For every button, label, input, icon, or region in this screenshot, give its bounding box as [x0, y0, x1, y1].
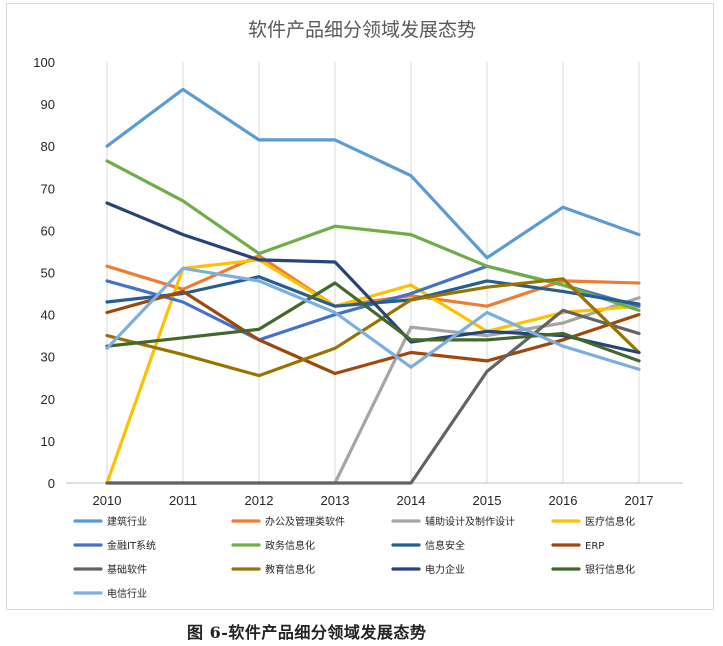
y-tick-label: 100 [33, 55, 55, 70]
y-tick-label: 90 [41, 97, 55, 112]
legend-label: 电信行业 [107, 587, 147, 600]
legend-item: 银行信息化 [551, 563, 635, 576]
y-axis: 0 10 20 30 40 50 60 70 80 90 100 [33, 55, 55, 491]
y-tick-label: 70 [41, 181, 55, 196]
y-tick-label: 50 [41, 266, 55, 281]
series-line-9 [105, 277, 641, 378]
x-tick-label: 2010 [93, 493, 122, 508]
series-line-7 [105, 289, 641, 376]
legend-item: 电力企业 [391, 563, 465, 576]
legend-label: 基础软件 [107, 563, 147, 576]
legend-label: 政务信息化 [265, 539, 315, 552]
series-line-12 [105, 266, 641, 371]
series-line-0 [105, 87, 641, 260]
legend-label: 教育信息化 [265, 563, 315, 576]
series-line-3 [105, 258, 641, 485]
x-tick-label: 2014 [397, 493, 426, 508]
x-tick-label: 2016 [549, 493, 578, 508]
x-axis: 2010 2011 2012 2013 2014 2015 2016 2017 [66, 482, 683, 508]
legend-item: 医疗信息化 [551, 515, 635, 528]
series-lines [105, 87, 641, 485]
y-tick-label: 60 [41, 223, 55, 238]
legend-label: 办公及管理类软件 [265, 515, 345, 528]
legend-label: 电力企业 [425, 563, 465, 576]
legend-label: 医疗信息化 [585, 515, 635, 528]
series-line-1 [105, 254, 641, 308]
y-tick-label: 10 [41, 434, 55, 449]
legend-item: 政务信息化 [231, 539, 315, 552]
x-tick-label: 2015 [473, 493, 502, 508]
legend-label: 信息安全 [425, 539, 465, 552]
figure-caption: 图 6-软件产品细分领域发展态势 [187, 623, 427, 642]
y-tick-label: 20 [41, 392, 55, 407]
legend-item: 办公及管理类软件 [231, 515, 345, 528]
x-tick-label: 2017 [625, 493, 654, 508]
y-tick-label: 30 [41, 350, 55, 365]
y-tick-label: 80 [41, 139, 55, 154]
line-chart: 软件产品细分领域发展态势 0 10 20 30 40 50 60 70 80 90 100 2010… [33, 19, 683, 600]
grid-lines [106, 62, 640, 483]
legend-item: 基础软件 [73, 563, 147, 576]
legend-item: ERP [551, 541, 604, 552]
legend-label: ERP [585, 541, 604, 552]
legend-item: 信息安全 [391, 539, 465, 552]
legend-label: 银行信息化 [585, 563, 635, 576]
x-tick-label: 2013 [321, 493, 350, 508]
legend-item: 金融IT系统 [73, 539, 156, 552]
series-line-8 [105, 308, 641, 485]
legend-item: 辅助设计及制作设计 [391, 515, 515, 528]
series-line-11 [105, 281, 641, 363]
y-tick-label: 0 [48, 476, 55, 491]
series-line-5 [105, 159, 641, 312]
legend-item: 电信行业 [73, 587, 147, 600]
legend-item: 建筑行业 [73, 515, 147, 528]
chart-title: 软件产品细分领域发展态势 [248, 19, 476, 41]
x-tick-label: 2012 [245, 493, 274, 508]
x-tick-label: 2011 [169, 493, 197, 508]
y-tick-label: 40 [41, 308, 55, 323]
legend-label: 金融IT系统 [107, 539, 156, 552]
legend-item: 教育信息化 [231, 563, 315, 576]
legend-label: 建筑行业 [107, 515, 147, 528]
legend-label: 辅助设计及制作设计 [425, 515, 515, 528]
